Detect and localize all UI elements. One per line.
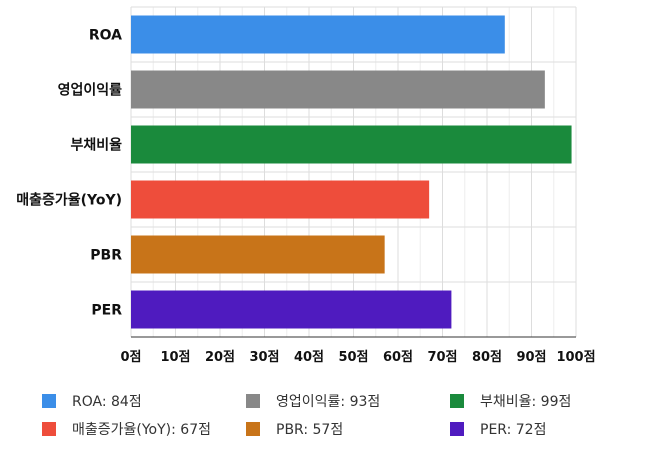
legend-item-revenue-growth: 매출증가율(YoY): 67점 (42, 419, 246, 439)
bar (131, 15, 505, 54)
legend-label-operating-margin: 영업이익률: 93점 (276, 394, 381, 410)
x-tick-label: 70점 (427, 350, 457, 365)
x-tick-label: 50점 (338, 350, 368, 365)
y-tick-label: PER (91, 303, 122, 319)
bar (131, 235, 385, 274)
y-tick-label: 영업이익률 (58, 82, 123, 99)
y-tick-label: PBR (90, 248, 122, 264)
legend-item-operating-margin: 영업이익률: 93점 (246, 391, 450, 411)
legend-item-roa: ROA: 84점 (42, 391, 246, 411)
bar (131, 70, 545, 109)
legend-label-roa: ROA: 84점 (72, 394, 142, 410)
x-tick-label: 20점 (205, 350, 235, 365)
y-tick-label: ROA (89, 28, 122, 44)
x-tick-label: 30점 (249, 350, 279, 365)
x-tick-label: 60점 (383, 350, 413, 365)
legend-item-per: PER: 72점 (450, 419, 640, 439)
bar (131, 290, 452, 329)
legend-label-pbr: PBR: 57점 (276, 422, 344, 438)
legend-swatch-pbr (246, 422, 260, 436)
legend: ROA: 84점 영업이익률: 93점 부채비율: 99점 매출증가율(YoY)… (42, 391, 642, 439)
legend-swatch-operating-margin (246, 394, 260, 408)
legend-swatch-roa (42, 394, 56, 408)
x-tick-label: 10점 (160, 350, 190, 365)
x-tick-label: 40점 (294, 350, 324, 365)
legend-item-debt-ratio: 부채비율: 99점 (450, 391, 640, 411)
legend-label-per: PER: 72점 (480, 422, 547, 438)
legend-swatch-debt-ratio (450, 394, 464, 408)
x-tick-label: 100점 (556, 350, 595, 365)
legend-label-revenue-growth: 매출증가율(YoY): 67점 (72, 422, 211, 438)
bar (131, 180, 430, 219)
x-tick-label: 0점 (120, 350, 141, 365)
y-tick-label: 부채비율 (70, 137, 122, 154)
y-tick-label: 매출증가율(YoY) (16, 192, 122, 209)
x-tick-label: 90점 (516, 350, 546, 365)
x-tick-label: 80점 (472, 350, 502, 365)
legend-item-pbr: PBR: 57점 (246, 419, 450, 439)
bar (131, 125, 572, 164)
legend-swatch-per (450, 422, 464, 436)
legend-label-debt-ratio: 부채비율: 99점 (480, 394, 572, 410)
legend-swatch-revenue-growth (42, 422, 56, 436)
